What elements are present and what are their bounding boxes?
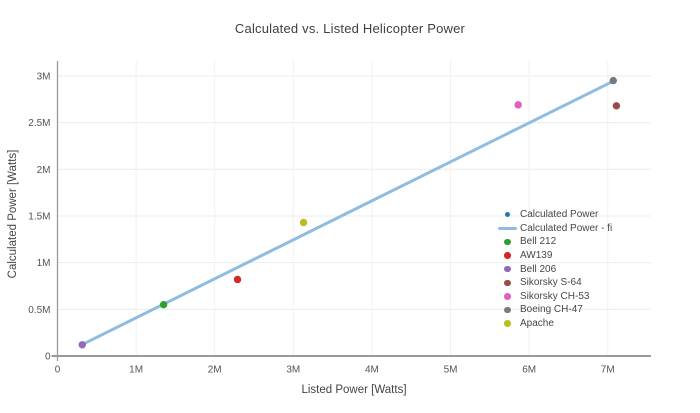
point-aw139[interactable] [233,275,242,284]
y-tick-label: 0.5M [28,305,50,316]
x-tick-label: 2M [208,364,222,375]
y-tick-label: 2.5M [28,118,50,129]
legend-dot-swatch-icon [497,265,518,273]
legend-dot-swatch-icon [497,320,518,327]
point-bell-206[interactable] [78,341,86,349]
legend-item-sikorsky-s-64[interactable]: Sikorsky S-64 [497,276,612,290]
point-apache[interactable] [299,218,308,227]
legend-item-apache[interactable]: Apache [497,317,612,331]
legend-label: Sikorsky S-64 [520,277,582,289]
legend-dot-swatch-icon [497,306,518,314]
x-tick-label: 0 [55,364,61,375]
legend-label: Bell 212 [520,236,557,248]
y-tick-label: 2M [37,165,51,176]
legend-dot-swatch-icon [497,293,518,300]
y-tick-label: 1.5M [28,211,50,222]
legend-item-sikorsky-ch-53[interactable]: Sikorsky CH-53 [497,290,612,304]
legend-line-swatch-icon [497,226,518,230]
legend-item-bell-206[interactable]: Bell 206 [497,262,612,276]
x-tick-label: 1M [129,364,143,375]
point-sikorsky-s-64[interactable] [612,102,621,110]
point-boeing-ch-47[interactable] [609,76,617,85]
chart-title: Calculated vs. Listed Helicopter Power [234,21,466,36]
legend-label: Sikorsky CH-53 [520,290,590,302]
legend-label: Boeing CH-47 [520,304,583,316]
legend: Calculated Power Calculated Power - fi Bel… [497,208,612,330]
legend-label: Calculated Power - fi [520,222,613,234]
legend-label: Bell 206 [520,263,557,275]
x-axis-title: Listed Power [Watts] [301,384,407,396]
x-tick-label: 4M [365,364,379,375]
x-tick-label: 3M [286,364,300,375]
legend-item-calculated-power-fi[interactable]: Calculated Power - fi [497,222,612,236]
y-tick-label: 1M [37,258,51,269]
fit-line-calculated-power-fi [81,80,614,346]
y-tick-label: 0 [45,352,51,363]
legend-dot-swatch-icon [497,238,518,246]
point-sikorsky-ch-53[interactable] [514,101,522,109]
legend-item-calculated-power[interactable]: Calculated Power [497,208,612,222]
legend-item-boeing-ch-47[interactable]: Boeing CH-47 [497,303,612,317]
legend-dot-swatch-icon [497,252,518,259]
legend-dot-swatch-icon [497,279,518,287]
legend-item-bell-212[interactable]: Bell 212 [497,235,612,249]
legend-label: Apache [520,318,554,330]
legend-item-aw139[interactable]: AW139 [497,249,612,263]
legend-dot-swatch-icon [497,212,518,218]
x-tick-label: 5M [444,364,458,375]
legend-label: Calculated Power [520,209,599,221]
x-tick-label: 6M [522,364,536,375]
x-tick-label: 7M [601,364,615,375]
legend-label: AW139 [520,250,553,262]
y-tick-label: 3M [37,71,51,82]
point-bell-212[interactable] [159,300,168,309]
